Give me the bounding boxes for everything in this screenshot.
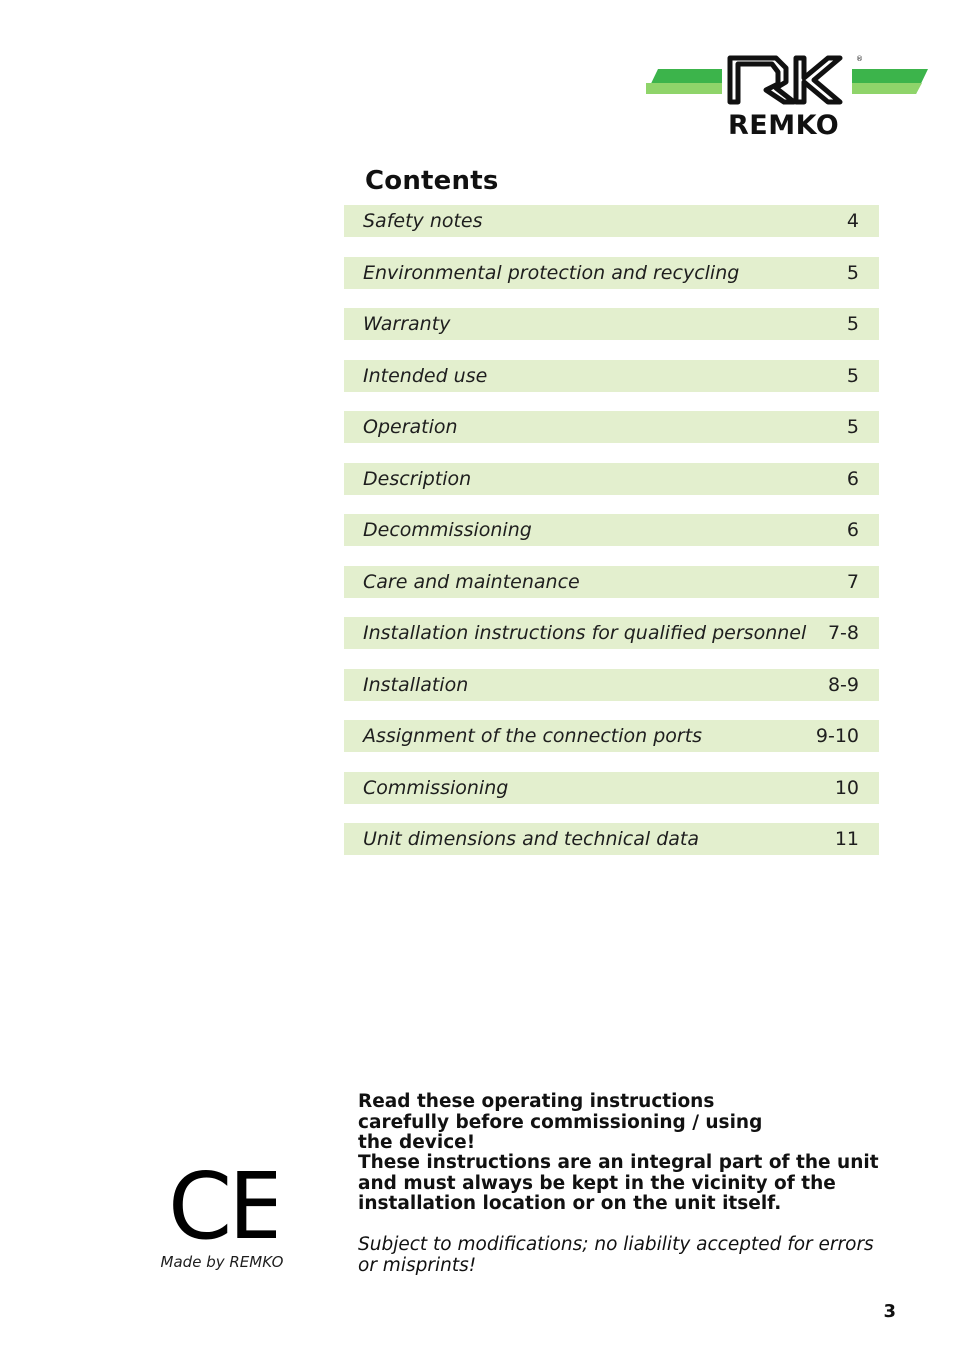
toc-item-label: Operation [363,416,458,438]
table-of-contents: Safety notes 4 Environmental protection … [344,205,879,875]
toc-item-installation[interactable]: Installation 8-9 [344,668,879,701]
toc-item-warranty[interactable]: Warranty 5 [344,308,879,340]
toc-item-page: 4 [846,210,859,232]
toc-item-label: Installation [363,673,469,696]
toc-item-page: 8-9 [827,673,859,696]
toc-item-label: Commissioning [363,776,509,799]
toc-item-page: 7-8 [827,622,859,644]
logo-wordmark: REMKO [728,110,839,140]
integral-part-notice: These instructions are an integral part … [358,1152,879,1214]
ce-mark-letters: CE [168,1164,276,1242]
remko-logo: REMKO ® [644,50,930,140]
toc-item-label: Environmental protection and recycling [363,261,740,284]
toc-item-description[interactable]: Description 6 [344,462,879,495]
toc-item-intended-use[interactable]: Intended use 5 [344,359,879,392]
toc-item-label: Assignment of the connection ports [363,725,703,747]
toc-item-page: 6 [846,519,859,541]
toc-item-safety-notes[interactable]: Safety notes 4 [344,205,879,237]
toc-item-installation-instructions[interactable]: Installation instructions for qualified … [344,617,879,649]
toc-item-page: 7 [846,570,859,593]
remko-logo-graphic: REMKO ® [646,55,928,140]
logo-rk-emblem [727,55,843,105]
toc-item-label: Warranty [363,313,451,335]
toc-item-decommissioning[interactable]: Decommissioning 6 [344,514,879,546]
toc-item-label: Decommissioning [363,519,532,541]
toc-item-label: Safety notes [363,210,483,232]
ce-mark-icon: CE [168,1164,276,1242]
toc-item-page: 9-10 [815,725,859,747]
logo-green-bar-right-light [852,83,922,94]
toc-item-page: 6 [846,467,859,490]
disclaimer-notice: Subject to modifications; no liability a… [358,1234,874,1276]
toc-item-label: Intended use [363,364,488,387]
toc-item-unit-dimensions[interactable]: Unit dimensions and technical data 11 [344,823,879,855]
logo-green-bar-left-light [646,83,722,94]
ce-mark-graphic: CE [168,1164,276,1242]
toc-item-label: Installation instructions for qualified … [363,622,807,644]
toc-item-label: Description [363,467,472,490]
contents-title: Contents [365,166,499,196]
toc-item-care-and-maintenance[interactable]: Care and maintenance 7 [344,565,879,598]
made-by-label: Made by REMKO [160,1253,284,1271]
toc-item-page: 5 [846,313,859,335]
read-instructions-notice: Read these operating instructions carefu… [358,1091,763,1153]
toc-item-label: Care and maintenance [363,570,580,593]
page-number: 3 [883,1301,896,1322]
toc-item-page: 5 [846,416,859,438]
toc-item-commissioning[interactable]: Commissioning 10 [344,771,879,804]
toc-item-environmental-protection[interactable]: Environmental protection and recycling 5 [344,256,879,289]
toc-item-label: Unit dimensions and technical data [363,828,700,850]
toc-item-page: 5 [846,364,859,387]
toc-item-page: 11 [834,828,859,850]
toc-item-operation[interactable]: Operation 5 [344,411,879,443]
toc-item-connection-ports[interactable]: Assignment of the connection ports 9-10 [344,720,879,752]
toc-item-page: 10 [834,776,859,799]
toc-item-page: 5 [846,261,859,284]
logo-registered-mark: ® [856,55,863,63]
